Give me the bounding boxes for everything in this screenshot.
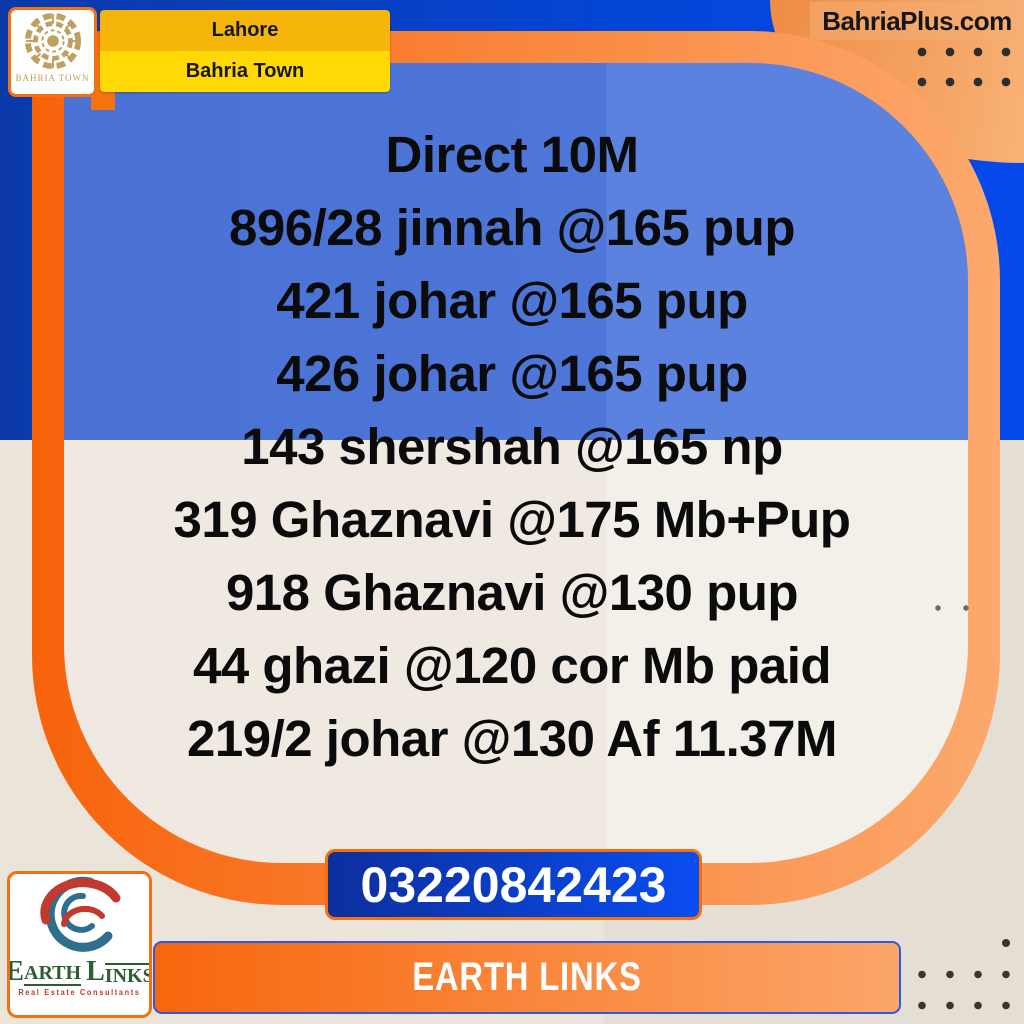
earth-links-swirl-icon xyxy=(39,876,120,952)
listing-line: 896/28 jinnah @165 pup xyxy=(229,199,795,256)
community-label: Bahria Town xyxy=(100,51,390,92)
agency-banner: EARTH LINKS xyxy=(153,941,901,1014)
location-header: Lahore Bahria Town xyxy=(100,10,390,92)
agency-tagline: Real Estate Consultants xyxy=(18,988,141,997)
bahria-town-emblem-icon xyxy=(24,12,81,70)
listing-card xyxy=(32,31,1000,905)
dot-grid-bottom-right-icon xyxy=(908,959,1020,1021)
bahria-town-logo-box: BAHRIA TOWN xyxy=(8,7,97,97)
listing-line: 421 johar @165 pup xyxy=(276,272,748,329)
listing-text-block: Direct 10M 896/28 jinnah @165 pup 421 jo… xyxy=(66,118,958,775)
dot-single-bottom-right-icon xyxy=(1002,939,1010,947)
phone-number-button[interactable]: 03220842423 xyxy=(325,849,702,920)
wordmark-l: L xyxy=(86,956,105,987)
card-beige-section xyxy=(64,440,968,863)
earth-links-wordmark: E ARTH L INKS xyxy=(7,956,152,987)
listing-line: 143 shershah @165 np xyxy=(241,418,783,475)
wordmark-inks: INKS xyxy=(104,963,152,987)
dot-grid-top-right-icon xyxy=(908,37,1020,98)
listing-line: 44 ghazi @120 cor Mb paid xyxy=(192,637,832,694)
wordmark-arth: ARTH xyxy=(24,962,82,986)
wordmark-e: E xyxy=(7,956,24,987)
earth-links-logo-box: E ARTH L INKS Real Estate Consultants xyxy=(7,871,152,1018)
bahria-logo-caption: BAHRIA TOWN xyxy=(15,73,90,83)
agency-banner-label: EARTH LINKS xyxy=(412,955,642,999)
listing-line: 219/2 johar @130 Af 11.37M xyxy=(186,710,838,767)
listing-line: 918 Ghaznavi @130 pup xyxy=(225,564,799,621)
location-label: Lahore xyxy=(100,10,390,51)
dot-pair-mid-right-icon xyxy=(924,598,980,618)
listing-line: 426 johar @165 pup xyxy=(276,345,748,402)
listing-line: Direct 10M xyxy=(385,126,639,183)
listing-card-inner xyxy=(64,63,968,863)
website-link[interactable]: BahriaPlus.com xyxy=(810,2,1024,40)
listing-line: 319 Ghaznavi @175 Mb+Pup xyxy=(173,491,851,548)
card-blue-section xyxy=(64,63,968,440)
